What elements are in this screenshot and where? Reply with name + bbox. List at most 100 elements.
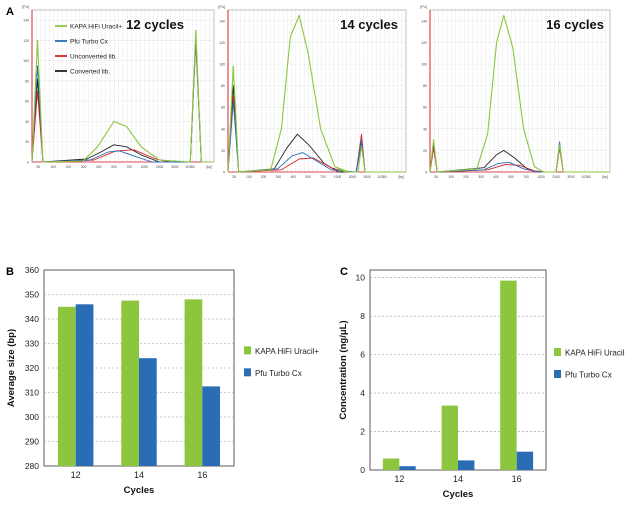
trace-x-unit: [bp] — [399, 175, 405, 179]
trace-y-tick-label: 80 — [25, 79, 29, 83]
bar-legend-swatch — [554, 348, 561, 356]
trace-series-line — [429, 14, 610, 173]
bar-legend-swatch — [554, 370, 561, 378]
trace-y-tick-label: 140 — [421, 19, 427, 23]
trace-x-tick-label: 300 — [81, 165, 87, 169]
bar-x-tick-label: 14 — [453, 474, 463, 484]
trace-y-unit: [FU] — [22, 5, 29, 9]
trace-x-tick-label: 35 — [232, 175, 236, 179]
bar-y-tick-label: 360 — [25, 265, 39, 275]
bar-y-axis-label: Average size (bp) — [6, 329, 17, 407]
bar-y-tick-label: 8 — [360, 311, 365, 321]
bar-y-tick-label: 2 — [360, 427, 365, 437]
trace-y-tick-label: 60 — [25, 100, 29, 104]
trace-y-tick-label: 120 — [23, 39, 29, 43]
trace-y-tick-label: 100 — [421, 63, 427, 67]
trace-x-tick-label: 10380 — [185, 165, 194, 169]
trace-x-unit: [bp] — [207, 165, 213, 169]
bar-y-tick-label: 330 — [25, 339, 39, 349]
trace-y-tick-label: 0 — [425, 171, 427, 175]
bar-y-tick-label: 340 — [25, 314, 39, 324]
trace-y-tick-label: 100 — [23, 59, 29, 63]
trace-x-tick-label: 2000 — [156, 165, 164, 169]
panel-label-b: B — [6, 266, 14, 278]
legend-label: Unconverted lib. — [70, 54, 117, 61]
trace-x-tick-label: 100 — [246, 175, 252, 179]
bar-y-axis-label: Concentration (ng/μL) — [338, 320, 349, 419]
bar-x-tick-label: 16 — [512, 474, 522, 484]
bar-kapa-14 — [121, 300, 139, 466]
bar-y-tick-label: 320 — [25, 363, 39, 373]
trace-x-unit: [bp] — [603, 175, 609, 179]
trace-x-tick-label: 2000 — [349, 175, 357, 179]
bar-y-tick-label: 6 — [360, 350, 365, 360]
bar-legend-swatch — [244, 346, 251, 355]
trace-x-tick-label: 3000 — [364, 175, 372, 179]
bar-x-tick-label: 12 — [71, 470, 81, 480]
trace-x-tick-label: 400 — [290, 175, 296, 179]
trace-x-tick-label: 700 — [320, 175, 326, 179]
bar-legend-label: Pfu Turbo Cx — [255, 369, 302, 378]
bar-y-tick-label: 300 — [25, 412, 39, 422]
bar-y-tick-label: 4 — [360, 388, 365, 398]
trace-x-tick-label: 300 — [276, 175, 282, 179]
trace-x-tick-label: 700 — [523, 175, 529, 179]
bar-legend-label: KAPA HiFi Uracil+ — [255, 347, 319, 356]
bar-legend-swatch — [244, 368, 251, 377]
trace-title: 16 cycles — [546, 17, 604, 32]
bar-chart-average-size: 280 290 300 310 320 330 340 350 360 12 14 16 Cycles A… — [6, 265, 319, 496]
bar-x-tick-label: 16 — [197, 470, 207, 480]
trace-legend: KAPA HiFi Uracil+ Pfu Turbo Cx Unconverted… — [55, 24, 122, 76]
trace-x-tick-label: 1000 — [141, 165, 149, 169]
trace-y-unit: [FU] — [420, 5, 427, 9]
bar-pfu-16 — [202, 386, 220, 466]
trace-y-tick-label: 140 — [219, 19, 225, 23]
trace-x-tick-label: 500 — [508, 175, 514, 179]
bar-y-tick-label: 280 — [25, 461, 39, 471]
trace-y-tick-label: 120 — [219, 41, 225, 45]
bar-y-tick-label: 290 — [25, 437, 39, 447]
bar-pfu-14 — [458, 460, 475, 470]
trace-x-tick-label: 10380 — [581, 175, 590, 179]
bar-y-tick-label: 10 — [356, 273, 366, 283]
bar-x-tick-label: 12 — [394, 474, 404, 484]
trace-x-tick-label: 200 — [66, 165, 72, 169]
trace-series-line — [31, 29, 214, 163]
trace-y-tick-label: 60 — [221, 106, 225, 110]
trace-panel-16-cycles: 0 20 40 60 80 100 120 140 [FU] 35 100 200 300 400 500 7… — [420, 5, 611, 179]
legend-label: KAPA HiFi Uracil+ — [70, 24, 122, 31]
panel-label-c: C — [340, 266, 348, 278]
bar-y-tick-label: 350 — [25, 290, 39, 300]
bar-legend-label: KAPA HiFi Uracil+ — [565, 349, 625, 358]
trace-x-tick-label: 500 — [305, 175, 311, 179]
trace-x-tick-label: 300 — [478, 175, 484, 179]
bar-x-axis-label: Cycles — [124, 485, 155, 496]
trace-y-tick-label: 100 — [219, 63, 225, 67]
trace-y-tick-label: 60 — [423, 106, 427, 110]
bar-pfu-14 — [139, 358, 157, 466]
panel-label-a: A — [6, 6, 14, 18]
trace-x-tick-label: 2000 — [552, 175, 560, 179]
trace-x-tick-label: 1000 — [537, 175, 545, 179]
trace-y-tick-label: 20 — [25, 140, 29, 144]
trace-series-line — [227, 14, 406, 173]
bar-x-tick-label: 14 — [134, 470, 144, 480]
bar-pfu-16 — [516, 451, 534, 470]
bar-kapa-14 — [441, 405, 458, 470]
bar-x-axis-label: Cycles — [443, 489, 474, 500]
trace-x-tick-label: 100 — [448, 175, 454, 179]
bar-y-tick-label: 0 — [360, 465, 365, 475]
trace-x-tick-label: 200 — [261, 175, 267, 179]
bar-chart-concentration: 0 2 4 6 8 10 12 14 16 Cycles Concentration (ng/μL)… — [338, 269, 625, 500]
trace-x-tick-label: 3000 — [171, 165, 179, 169]
trace-panel-14-cycles: 0 20 40 60 80 100 120 140 [FU] 35 100 200 300 400 500 7… — [218, 5, 407, 179]
trace-y-tick-label: 80 — [221, 84, 225, 88]
trace-x-tick-label: 3000 — [567, 175, 575, 179]
legend-label: Converted lib. — [70, 69, 110, 76]
trace-x-tick-label: 400 — [96, 165, 102, 169]
trace-y-tick-label: 80 — [423, 84, 427, 88]
trace-y-tick-label: 20 — [423, 149, 427, 153]
trace-x-tick-label: 1000 — [334, 175, 342, 179]
bar-pfu-12 — [399, 466, 416, 470]
